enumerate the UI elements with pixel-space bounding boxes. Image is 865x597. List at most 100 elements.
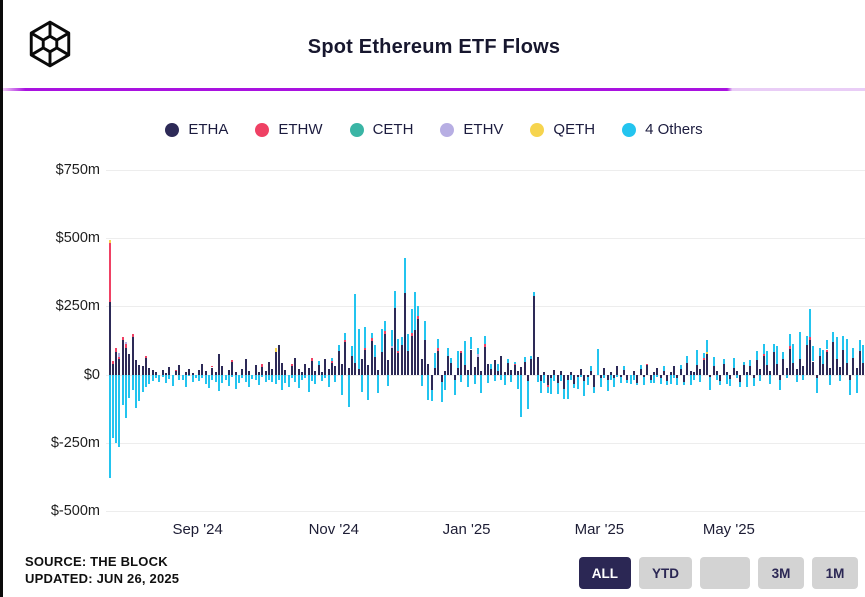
bar-segment-etha xyxy=(523,362,526,375)
bar-segment-4-others xyxy=(138,374,141,402)
bar-segment-4-others xyxy=(759,374,762,382)
bar-segment-etha xyxy=(108,302,111,375)
bar-segment-etha xyxy=(470,349,473,375)
range-button-3m[interactable]: 3M xyxy=(758,557,804,589)
legend-item-ceth[interactable]: CETH xyxy=(349,121,413,138)
bar-segment-4-others xyxy=(394,291,397,309)
bar-segment-4-others xyxy=(862,345,865,363)
updated-label: UPDATED: JUN 26, 2025 xyxy=(25,571,180,586)
bar-segment-4-others xyxy=(301,374,304,380)
legend-item-4-others[interactable]: 4 Others xyxy=(622,121,703,138)
bar-segment-4-others xyxy=(666,381,669,385)
bar-segment-4-others xyxy=(151,374,154,381)
bar-segment-4-others xyxy=(858,340,861,351)
bar-segment-4-others xyxy=(510,374,513,383)
x-tick-label: Mar '25 xyxy=(574,521,625,538)
bar-segment-4-others xyxy=(815,378,818,393)
bar-segment-4-others xyxy=(772,344,775,352)
chart-title: Spot Ethereum ETF Flows xyxy=(307,36,561,58)
bar-segment-4-others xyxy=(613,378,616,387)
bar-segment-4-others xyxy=(799,332,802,359)
range-button-1m[interactable]: 1M xyxy=(812,557,858,589)
bar-segment-etha xyxy=(443,370,446,375)
bar-segment-etha xyxy=(135,359,138,375)
bar-segment-4-others xyxy=(560,374,563,382)
legend-item-ethv[interactable]: ETHV xyxy=(440,121,503,138)
range-button-all[interactable]: ALL xyxy=(578,557,631,589)
bar-segment-4-others xyxy=(623,365,626,370)
bar-segment-4-others xyxy=(397,339,400,351)
bar-segment-etha xyxy=(297,369,300,375)
bar-segment-4-others xyxy=(291,374,294,379)
bar-segment-ethw xyxy=(825,349,828,352)
bar-segment-4-others xyxy=(825,340,828,350)
legend-item-etha[interactable]: ETHA xyxy=(165,121,228,138)
bar-segment-etha xyxy=(706,354,709,375)
bar-segment-4-others xyxy=(264,374,267,383)
bar-segment-etha xyxy=(736,370,738,375)
bar-segment-4-others xyxy=(281,374,284,391)
bar-segment-ethw xyxy=(211,365,214,368)
bar-segment-4-others xyxy=(237,374,240,383)
bar-segment-4-others xyxy=(706,339,709,352)
bar-segment-4-others xyxy=(214,374,217,382)
legend-item-ethw[interactable]: ETHW xyxy=(255,121,323,138)
range-button-blank[interactable] xyxy=(700,557,750,589)
bar-segment-etha xyxy=(354,362,357,375)
bar-segment-etha xyxy=(188,368,191,375)
bar-segment-etha xyxy=(294,358,297,375)
bar-segment-4-others xyxy=(148,374,151,385)
bar-segment-ethv xyxy=(118,353,121,357)
bar-segment-etha xyxy=(702,359,705,375)
y-tick-label: $-500m xyxy=(50,503,100,519)
range-button-ytd[interactable]: YTD xyxy=(639,557,692,589)
bar-segment-4-others xyxy=(659,377,662,384)
bar-segment-4-others xyxy=(795,374,798,383)
bar-segment-etha xyxy=(357,369,360,375)
bar-segment-etha xyxy=(765,365,768,375)
bar-segment-4-others xyxy=(247,374,250,387)
bar-segment-etha xyxy=(330,362,333,375)
x-tick-label: Sep '24 xyxy=(172,521,223,538)
legend-swatch-icon xyxy=(440,122,455,137)
bar-segment-4-others xyxy=(211,374,214,380)
x-tick-label: Jan '25 xyxy=(442,521,491,538)
bar-segment-4-others xyxy=(493,374,496,382)
bar-segment-4-others xyxy=(699,374,702,383)
bar-segment-etha xyxy=(639,368,642,375)
bar-segment-etha xyxy=(184,371,187,375)
bar-segment-etha xyxy=(380,351,383,375)
bar-segment-etha xyxy=(550,374,553,379)
bar-segment-4-others xyxy=(503,374,506,385)
bar-segment-4-others xyxy=(320,374,323,382)
bar-segment-etha xyxy=(742,365,745,375)
bar-segment-etha xyxy=(473,366,476,375)
bar-segment-4-others xyxy=(636,382,639,385)
bar-segment-etha xyxy=(772,351,775,375)
bar-segment-4-others xyxy=(437,339,440,349)
bar-segment-ethw xyxy=(483,344,486,347)
bar-segment-4-others xyxy=(842,336,845,350)
bar-segment-4-others xyxy=(161,374,164,377)
bar-segment-4-others xyxy=(550,378,553,395)
bar-segment-4-others xyxy=(344,333,347,340)
bar-segment-ethw xyxy=(174,369,177,372)
bar-segment-etha xyxy=(666,374,669,382)
bar-segment-etha xyxy=(118,359,121,375)
bar-segment-etha xyxy=(543,371,546,375)
bar-segment-4-others xyxy=(586,376,589,385)
bar-segment-etha xyxy=(347,368,350,375)
y-tick-label: $250m xyxy=(55,298,100,315)
bar-segment-4-others xyxy=(775,346,778,364)
bar-segment-etha xyxy=(277,344,280,375)
bar-segment-4-others xyxy=(606,380,609,391)
y-tick-label: $0 xyxy=(83,366,100,383)
bar-segment-ethv xyxy=(390,346,393,349)
legend-item-qeth[interactable]: QETH xyxy=(530,121,595,138)
bar-segment-etha xyxy=(151,370,154,375)
bar-segment-etha xyxy=(274,351,277,375)
bar-segment-etha xyxy=(437,350,440,375)
legend-label: ETHV xyxy=(463,121,504,138)
bar-segment-4-others xyxy=(387,374,390,386)
bar-segment-4-others xyxy=(712,357,715,367)
